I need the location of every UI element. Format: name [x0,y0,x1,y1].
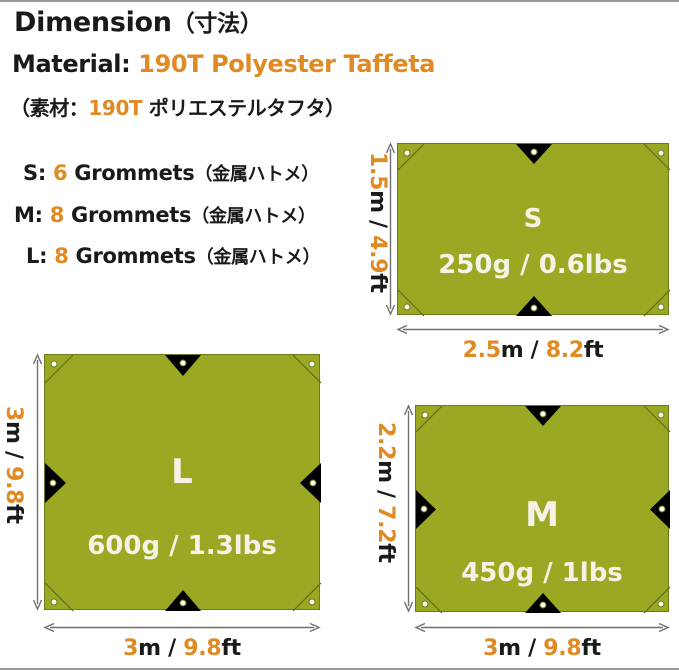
tarp-l-width-imperial: 9.8 [183,636,222,661]
tarp-m-height-label: 2.2m / 7.2ft [373,422,398,563]
grommet-ring [179,599,187,607]
tarp-l-width-label: 3m / 9.8ft [44,636,320,661]
grommet-ring [421,411,429,419]
grommet-count-m: 8 [49,203,65,227]
grommet-ring [308,360,316,368]
tarp-s-width-unit-ft: ft [583,338,604,363]
grommet-line-l: L: 8 Grommets（金属ハトメ） [26,243,320,269]
tarp-l-height-label: 3m / 9.8ft [1,406,26,524]
grommet-ring [50,360,58,368]
tarp-l-width-unit-m: m / [138,636,184,661]
grommet-ring [49,479,57,487]
tarp-l-height-arrow [32,353,43,611]
tarp-s-height-unit-m: m / [365,190,390,236]
grommet-jp-l: （金属ハトメ） [195,247,321,268]
material-jp-open: （素材： [10,96,89,120]
tarp-l-width-unit-ft: ft [221,636,241,661]
tarp-m-width-unit-ft: ft [581,636,601,661]
grommet-line-s: S: 6 Grommets（金属ハトメ） [23,160,319,186]
grommet-ring [539,410,547,418]
grommet-size-l: L: [26,244,48,268]
material-line: Material: 190T Polyester Taffeta [12,50,435,78]
grommet-ring [657,600,665,608]
grommet-label-m: Grommets [71,203,192,227]
tarp-s-width-label: 2.5m / 8.2ft [397,338,669,363]
tarp-s-height-unit-ft: ft [365,273,390,293]
tarp-l-height-metric: 3 [1,406,26,422]
grommet-ring [309,479,317,487]
tarp-m-height-arrow [403,404,414,613]
grommet-jp-s: （金属ハトメ） [194,164,319,185]
grommet-ring [657,411,665,419]
tarp-l-width-metric: 3 [123,636,139,661]
page-title-en: Dimension [14,7,172,38]
tarp-m-width-imperial: 9.8 [543,636,582,661]
grommet-ring [530,148,538,156]
tarp-l-height-unit-m: m / [1,421,26,467]
tarp-s-width-metric: 2.5 [462,338,501,363]
tarp-s-height-imperial: 4.9 [365,235,390,274]
grommet-ring [657,149,665,157]
tarp-l-weight: 600g / 1.3lbs [87,531,277,561]
tarp-s-weight: 250g / 0.6lbs [438,250,628,280]
tarp-l-height-imperial: 9.8 [1,466,26,505]
grommet-count-l: 8 [54,244,69,268]
grommet-label-s: Grommets [74,161,195,185]
tarp-s-width-imperial: 8.2 [545,338,584,363]
tarp-m-height-imperial: 7.2 [373,505,398,544]
tarp-m-width-label: 3m / 9.8ft [415,636,669,661]
tarp-m-height-unit-ft: ft [373,543,398,563]
material-label: Material: [12,50,131,78]
tarp-l-height-unit-ft: ft [1,504,26,524]
tarp-s-height-label: 1.5m / 4.9ft [365,152,390,293]
material-value: 190T Polyester Taffeta [138,50,436,78]
tarp-s-letter: S [523,204,543,234]
tarp-diagram-m: M 450g / 1lbs [415,405,671,614]
tarp-m-height-metric: 2.2 [373,422,398,461]
tarp-m-width-metric: 3 [483,636,499,661]
tarp-l-width-arrow [43,622,321,633]
tarp-m-height-unit-m: m / [373,460,398,506]
grommet-size-s: S: [23,161,46,185]
page-title: Dimension（寸法） [14,4,263,38]
material-line-jp: （素材：190T ポリエステルタフタ） [10,92,345,121]
grommet-ring [420,505,428,513]
grommet-count-s: 6 [52,161,68,185]
tarp-m-weight: 450g / 1lbs [461,558,623,588]
tarp-s-height-arrow [385,142,396,316]
grommet-line-m: M: 8 Grommets（金属ハトメ） [14,202,316,228]
grommet-ring [308,598,316,606]
tarp-m-letter: M [525,495,559,535]
tarp-s-height-metric: 1.5 [365,152,390,191]
grommet-ring [657,303,665,311]
grommet-label-l: Grommets [75,244,196,268]
grommet-ring [403,303,411,311]
material-jp-rest: ポリエステルタフタ） [148,96,345,120]
grommet-ring [179,359,187,367]
tarp-s-width-arrow [396,324,670,335]
tarp-m-width-unit-m: m / [498,636,544,661]
grommet-size-m: M: [14,203,43,227]
tarp-s-width-unit-m: m / [500,338,546,363]
grommet-ring [403,149,411,157]
tarp-m-width-arrow [414,622,670,633]
grommet-ring [539,601,547,609]
tarp-l-letter: L [171,452,193,492]
grommet-ring [50,598,58,606]
grommet-ring [658,505,666,513]
grommet-ring [421,600,429,608]
grommet-ring [530,304,538,312]
material-jp-value: 190T [88,96,143,120]
page-title-jp: （寸法） [171,11,263,37]
grommet-jp-m: （金属ハトメ） [191,206,316,227]
tarp-diagram-l: L 600g / 1.3lbs [44,354,322,612]
tarp-diagram-s: S 250g / 0.6lbs [397,143,671,317]
